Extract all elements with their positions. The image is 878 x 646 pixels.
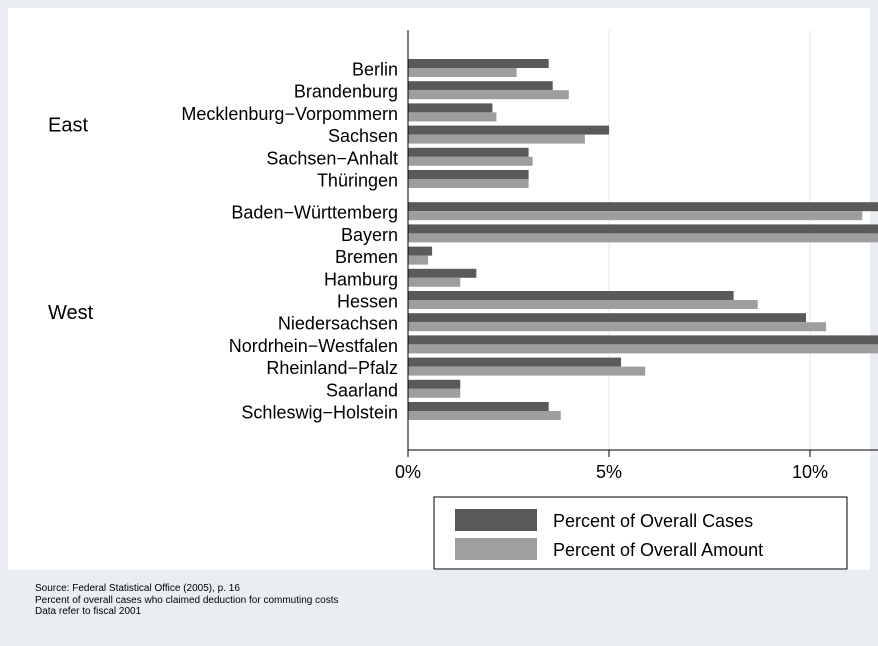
x-tick-labels: 0%5%10%15%20% xyxy=(395,450,828,482)
bar xyxy=(408,68,517,77)
legend-swatch xyxy=(455,538,537,560)
group-label: East xyxy=(48,115,88,137)
category-label: Thüringen xyxy=(317,171,398,191)
category-label: Niedersachsen xyxy=(278,314,398,334)
bar xyxy=(408,233,878,243)
bar xyxy=(408,388,461,398)
bar xyxy=(408,125,609,135)
category-label: Sachsen xyxy=(328,126,398,146)
x-tick-label: 5% xyxy=(596,462,622,482)
category-label: Bremen xyxy=(335,247,398,267)
bar xyxy=(408,170,529,179)
bar xyxy=(408,366,646,376)
group-label: West xyxy=(48,302,94,324)
category-label: Baden−Württemberg xyxy=(231,203,398,223)
bar xyxy=(408,246,433,256)
legend-label: Percent of Overall Amount xyxy=(553,540,763,560)
bar xyxy=(408,224,878,234)
category-label: Hamburg xyxy=(324,269,398,289)
bar xyxy=(408,313,806,323)
bar xyxy=(408,335,878,345)
bar xyxy=(408,202,878,212)
category-label: Schleswig−Holstein xyxy=(241,403,398,423)
chart-notes: Source: Federal Statistical Office (2005… xyxy=(35,583,338,618)
fiscal-note: Data refer to fiscal 2001 xyxy=(35,606,142,617)
bar xyxy=(408,103,493,113)
bar xyxy=(408,134,585,144)
bar xyxy=(408,81,553,91)
bar xyxy=(408,411,561,420)
bar xyxy=(408,268,477,278)
bar xyxy=(408,112,497,122)
bar xyxy=(408,300,758,309)
bar xyxy=(408,291,734,300)
bar xyxy=(408,179,529,188)
legend-label: Percent of Overall Cases xyxy=(553,511,753,531)
category-label: Nordrhein−Westfalen xyxy=(229,336,398,356)
bar xyxy=(408,379,461,389)
bar xyxy=(408,156,533,166)
plot-panel xyxy=(8,8,870,570)
category-label: Rheinland−Pfalz xyxy=(266,358,398,378)
bar xyxy=(408,402,549,411)
bar xyxy=(408,90,569,100)
category-label: Hessen xyxy=(337,292,398,312)
category-label: Berlin xyxy=(352,60,398,80)
bar xyxy=(408,59,549,68)
bar xyxy=(408,147,529,157)
group-labels: East West xyxy=(48,115,94,325)
category-label: Bayern xyxy=(341,225,398,245)
bar xyxy=(408,344,878,354)
category-label: Brandenburg xyxy=(294,82,398,102)
category-label: Sachsen−Anhalt xyxy=(266,148,398,168)
bar xyxy=(408,322,827,332)
x-tick-label: 10% xyxy=(792,462,828,482)
category-label: Saarland xyxy=(326,380,398,400)
category-labels: BerlinBrandenburgMecklenburg−VorpommernS… xyxy=(181,60,398,423)
legend: Percent of Overall Cases Percent of Overa… xyxy=(433,496,848,570)
legend-swatch xyxy=(455,509,537,531)
axes xyxy=(407,30,878,451)
bars xyxy=(408,59,878,420)
description-note: Percent of overall cases who claimed ded… xyxy=(35,594,339,606)
bar xyxy=(408,357,622,367)
source-note: Source: Federal Statistical Office (2005… xyxy=(35,583,240,594)
category-label: Mecklenburg−Vorpommern xyxy=(181,104,398,124)
bar xyxy=(408,277,461,287)
x-tick-label: 0% xyxy=(395,462,421,482)
bar xyxy=(408,255,429,265)
bar xyxy=(408,211,863,221)
